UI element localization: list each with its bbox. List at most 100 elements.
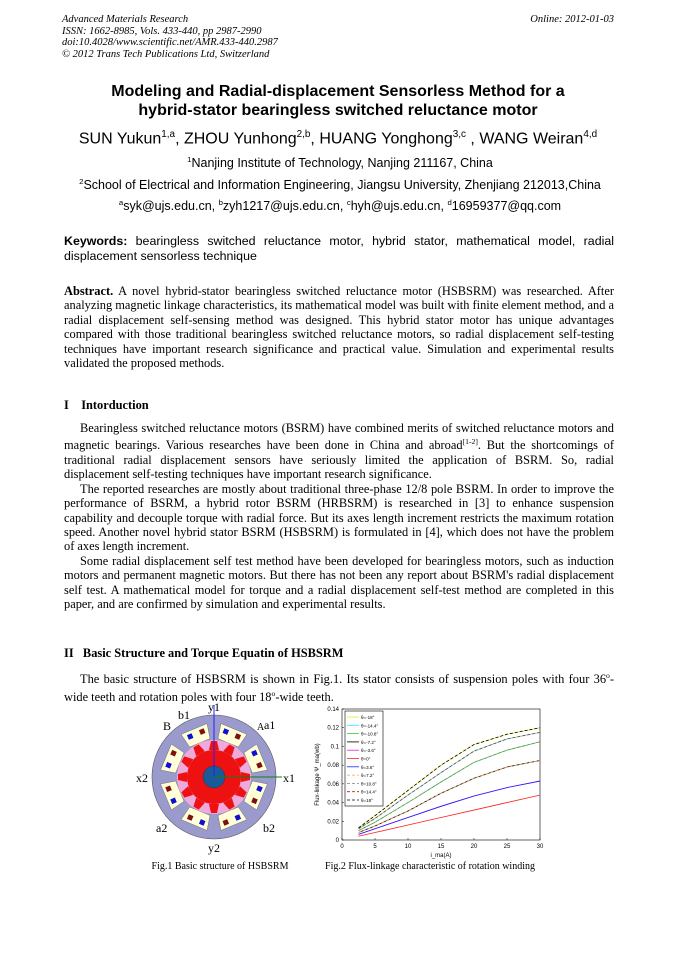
winding-coil <box>198 819 206 826</box>
aff-sup: 2 <box>79 177 84 186</box>
journal-name: Advanced Materials Research <box>62 14 189 25</box>
issn: ISSN: 1662-8985, Vols. 433-440, pp 2987-… <box>62 25 262 37</box>
motor-structure-figure: b1 B y1 A a1 x2 x1 a2 b2 y2 <box>136 700 295 855</box>
paragraph: Bearingless switched reluctance motors (… <box>64 421 614 482</box>
author: WANG Weiran <box>479 130 584 148</box>
email: zyh1217@ujs.edu.cn, <box>222 199 347 214</box>
title-line-2: hybrid-stator bearingless switched reluc… <box>138 102 538 119</box>
author-sup: 3,c <box>452 129 466 140</box>
series-line <box>358 794 541 837</box>
fig1-caption: Fig.1 Basic structure of HSBSRM <box>151 861 289 872</box>
winding-coil <box>256 761 263 769</box>
x-tick-label: 5 <box>373 844 377 850</box>
section-1-body: Bearingless switched reluctance motors (… <box>64 421 614 611</box>
section-1-heading: I Intorduction <box>64 398 149 412</box>
legend-label: θ=-14.4° <box>361 723 378 728</box>
winding-coil <box>170 797 177 805</box>
rotor-tooth <box>223 744 235 757</box>
email-sup: c <box>346 198 351 207</box>
winding-coil <box>234 733 242 740</box>
rotor-tooth <box>209 804 219 813</box>
legend-label: θ=-18° <box>361 715 375 720</box>
label-y2: y2 <box>208 841 220 855</box>
legend-label: θ=14.4° <box>361 790 377 795</box>
label-b1: b1 <box>178 708 190 722</box>
x-tick-label: 25 <box>504 844 511 850</box>
y-tick-label: 0.14 <box>327 707 339 713</box>
author-sup: 2,b <box>296 129 311 140</box>
legend-label: θ=10.8° <box>361 781 377 786</box>
degree: o <box>271 688 276 698</box>
label-a2: a2 <box>156 821 167 835</box>
text: -wide teeth and rotation poles with four… <box>64 672 614 704</box>
abstract-text: A novel hybrid-stator bearingless switch… <box>64 284 614 371</box>
title-line-1: Modeling and Radial-displacement Sensorl… <box>111 83 565 100</box>
legend-label: θ=3.6° <box>361 765 374 770</box>
citation: [1-2] <box>462 437 478 447</box>
winding-coil <box>251 749 258 757</box>
email: hyh@ujs.edu.cn, <box>350 199 448 214</box>
label-b2: b2 <box>263 821 275 835</box>
series-line <box>358 732 541 830</box>
winding-coil <box>186 733 194 740</box>
email: syk@ujs.edu.cn, <box>123 199 219 214</box>
text: Bearingless switched reluctance motors (… <box>64 421 614 453</box>
degree: o <box>606 671 610 680</box>
rotor-tooth <box>223 797 235 810</box>
y-tick-label: 0 <box>336 838 340 844</box>
rotor-tooth <box>181 756 194 768</box>
copyright: © 2012 Trans Tech Publications Ltd, Swit… <box>62 48 270 60</box>
affiliation-2: 2School of Electrical and Information En… <box>40 177 640 192</box>
series-line <box>358 741 541 831</box>
authors: SUN Yukun1,a, ZHOU Yunhong2,b, HUANG Yon… <box>78 129 598 148</box>
winding-coil <box>222 819 230 826</box>
rotor-tooth <box>234 756 247 768</box>
affiliation-1: 1Nanjing Institute of Technology, Nanjin… <box>40 155 640 170</box>
fig2-caption: Fig.2 Flux-linkage characteristic of rot… <box>325 861 535 872</box>
label-A: A <box>257 722 265 733</box>
label-x2: x2 <box>136 771 148 785</box>
rotor-tooth <box>181 786 194 798</box>
y-tick-label: 0.02 <box>327 819 339 825</box>
winding-coil <box>170 749 177 757</box>
author-sup: 4,d <box>583 129 598 140</box>
x-tick-label: 30 <box>537 844 544 850</box>
y-axis-label: Flux-linkage Ψ_ma(wb) <box>315 743 321 805</box>
winding-coil <box>234 814 242 821</box>
y-tick-label: 0.06 <box>327 782 339 788</box>
x-tick-label: 15 <box>438 844 445 850</box>
email-sup: d <box>447 198 452 207</box>
label-y1: y1 <box>208 700 220 714</box>
aff-text: Nanjing Institute of Technology, Nanjing… <box>191 156 493 171</box>
y-tick-label: 0.12 <box>327 726 339 732</box>
author: SUN Yukun <box>78 130 162 148</box>
rotor-tooth <box>193 797 205 810</box>
author: HUANG Yonghong <box>319 130 453 148</box>
y-tick-label: 0.04 <box>327 801 339 807</box>
series-line <box>358 780 541 835</box>
y-tick-label: 0.1 <box>331 744 340 750</box>
label-B: B <box>163 719 171 733</box>
online-date: Online: 2012-01-03 <box>530 14 614 25</box>
email: 16959377@qq.com <box>451 199 562 214</box>
legend-label: θ=0° <box>361 757 371 762</box>
winding-coil <box>222 728 230 735</box>
author: ZHOU Yunhong <box>183 130 297 148</box>
text: The basic structure of HSBSRM is shown i… <box>80 672 607 687</box>
label-x1: x1 <box>283 771 295 785</box>
rotor-tooth <box>234 786 247 798</box>
section-2-body: The basic structure of HSBSRM is shown i… <box>64 669 614 704</box>
legend-label: θ=-10.8° <box>361 732 378 737</box>
aff-text: School of Electrical and Information Eng… <box>83 178 601 193</box>
emails: asyk@ujs.edu.cn, bzyh1217@ujs.edu.cn, ch… <box>40 198 640 213</box>
series-line <box>358 727 541 829</box>
x-tick-label: 20 <box>471 844 478 850</box>
x-tick-label: 0 <box>340 844 344 850</box>
legend-label: θ=7.2° <box>361 773 374 778</box>
legend: θ=-18° θ=-14.4° θ=-10.8° θ=-7.2° θ=-3.6° θ=0°… <box>344 710 384 807</box>
winding-coil <box>256 785 263 793</box>
label-a1: a1 <box>264 718 275 732</box>
winding-coil <box>251 797 258 805</box>
email-sup: a <box>118 198 124 207</box>
